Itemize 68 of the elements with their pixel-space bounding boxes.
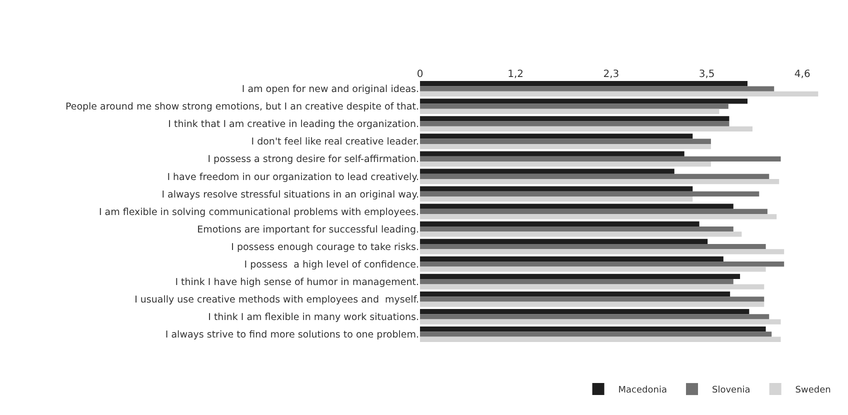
bar	[420, 134, 693, 139]
bar	[420, 121, 730, 126]
x-tick-label: 0	[416, 69, 424, 80]
y-tick-label: I think I have high sense of humor in management.	[175, 276, 419, 288]
bar	[420, 174, 770, 179]
x-tick-label: 4,6	[794, 69, 810, 80]
y-tick-label: I always strive to find more solutions to one problem.	[165, 330, 419, 341]
bar	[420, 168, 674, 174]
y-tick-label: I think I am flexible in many work situations.	[208, 312, 419, 324]
bar	[420, 156, 781, 162]
bar	[420, 238, 708, 244]
bar	[420, 262, 784, 267]
y-tick-label: I am flexible in solving communicational problems with employees.	[98, 206, 419, 218]
y-tick-label: I have freedom in our organization to lead creatively.	[167, 172, 419, 183]
legend-label: Slovenia	[712, 386, 750, 396]
y-tick-label: I usually use creative methods with employees and myself.	[134, 294, 419, 306]
bar	[420, 98, 748, 104]
bar	[420, 196, 693, 202]
bar	[420, 81, 748, 86]
bar	[420, 161, 711, 167]
bar	[420, 191, 760, 197]
y-tick-label: I possess enough courage to take risks.	[231, 242, 419, 253]
bar	[420, 151, 684, 156]
bar	[420, 244, 766, 250]
bar	[420, 208, 768, 214]
bar	[420, 116, 730, 122]
y-tick-label: I possess a high level of confidence.	[244, 259, 419, 270]
bar	[420, 214, 777, 220]
x-tick-label: 3,5	[698, 69, 715, 80]
legend-label: Sweden	[795, 386, 831, 396]
bar	[420, 266, 766, 272]
y-tick-label: I possess a strong desire for self-affirmation.	[208, 154, 419, 166]
bar	[420, 326, 766, 332]
bar	[420, 308, 750, 314]
bar	[420, 91, 818, 96]
y-tick-label: People around me show strong emotions, but I an creative despite of that.	[65, 102, 419, 113]
bar	[420, 232, 742, 237]
bar	[420, 186, 693, 192]
bar	[420, 284, 764, 290]
bar	[420, 104, 728, 109]
bar	[420, 302, 764, 307]
bar	[420, 249, 784, 254]
legend-label: Macedonia	[618, 386, 667, 396]
bar	[420, 279, 734, 284]
y-tick-label: I always resolve stressful situations in an original way.	[162, 189, 419, 200]
bar	[420, 126, 752, 132]
bar	[420, 108, 720, 114]
bar	[420, 256, 724, 262]
bar	[420, 221, 700, 226]
bar	[420, 291, 730, 297]
x-tick-label: 2,3	[603, 69, 620, 80]
y-tick-label: Emotions are important for successful leading.	[197, 224, 419, 236]
bar	[420, 296, 764, 302]
bar	[420, 179, 780, 184]
bar	[420, 144, 711, 150]
bar	[420, 226, 734, 232]
bar	[420, 86, 774, 92]
bar	[420, 314, 770, 320]
bar	[420, 204, 734, 209]
bar	[420, 332, 772, 337]
bar	[420, 138, 711, 144]
y-tick-label: I think that I am creative in leading the organization.	[168, 119, 419, 130]
bar	[420, 274, 740, 280]
bar	[420, 319, 781, 324]
y-tick-label: I am open for new and original ideas.	[242, 84, 419, 96]
x-tick-label: 1,2	[508, 69, 524, 80]
y-tick-label: I don't feel like real creative leader.	[251, 136, 419, 148]
bar	[420, 336, 781, 342]
